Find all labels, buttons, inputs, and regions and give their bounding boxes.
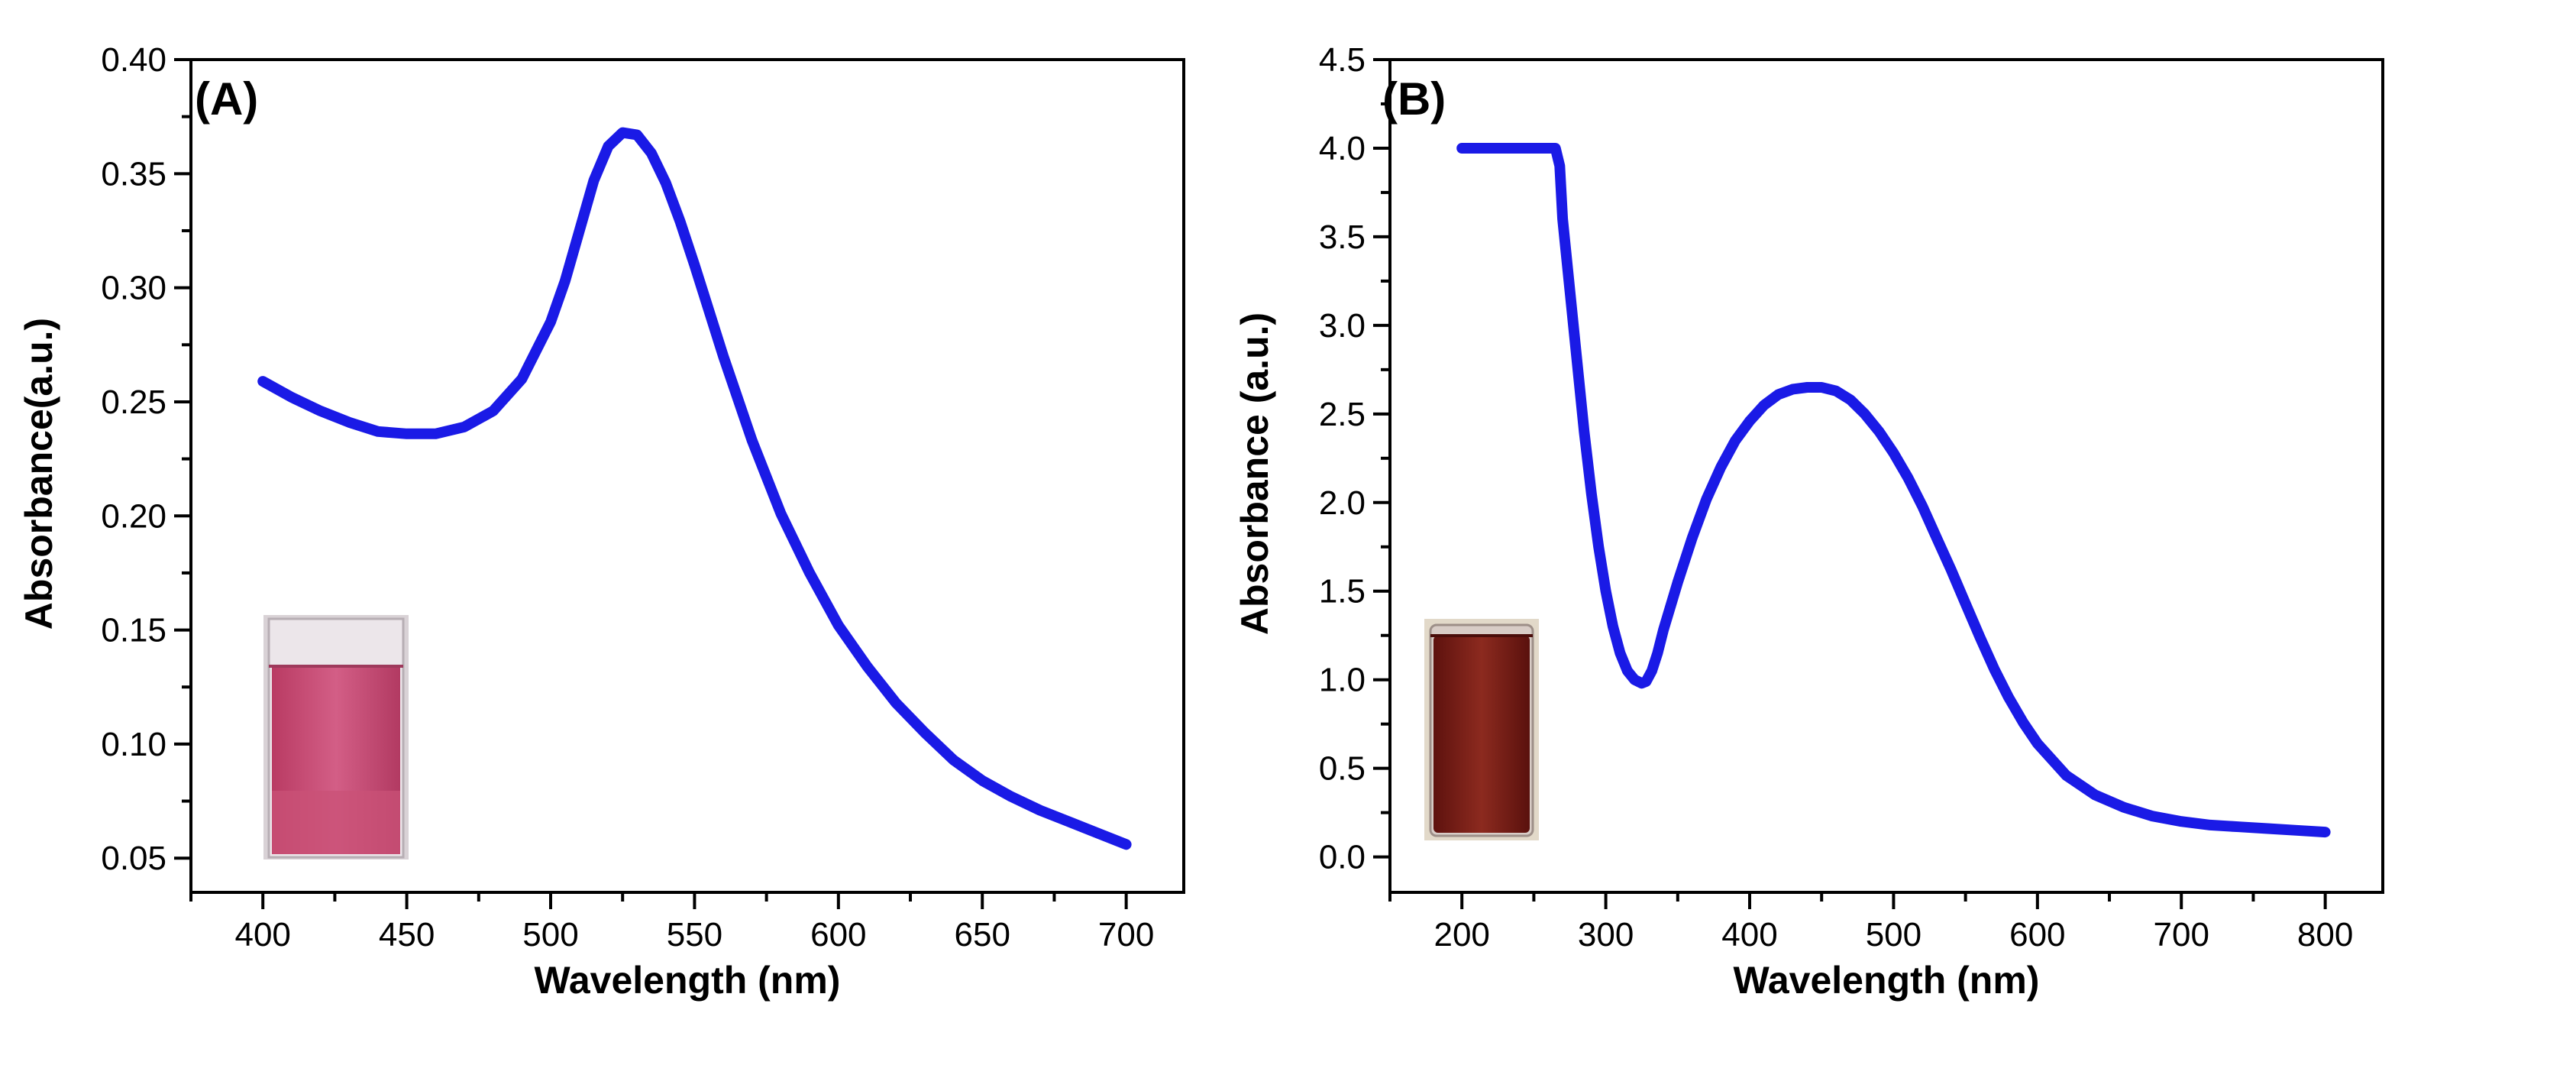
x-tick-label-b-5: 700: [2154, 916, 2209, 953]
vial-lower-band-a: [272, 791, 400, 854]
y-tick-label-a-0: 0.05: [101, 840, 166, 877]
x-tick-label-b-1: 300: [1578, 916, 1634, 953]
y-tick-label-b-0: 0.0: [1319, 839, 1366, 876]
y-tick-label-b-8: 4.0: [1319, 130, 1366, 167]
y-axis-title-b: Absorbance (a.u.): [1233, 312, 1276, 635]
y-tick-label-a-5: 0.30: [101, 270, 166, 307]
vial-liquid-b: [1433, 636, 1530, 833]
x-tick-label-a-6: 700: [1098, 916, 1154, 953]
y-tick-label-b-4: 2.0: [1319, 484, 1366, 522]
series-line-absorbance-a: [257, 127, 1132, 850]
x-tick-label-a-4: 600: [810, 916, 866, 953]
x-tick-label-a-5: 650: [955, 916, 1010, 953]
y-tick-label-a-6: 0.35: [101, 155, 166, 193]
y-tick-label-a-7: 0.40: [101, 41, 166, 79]
plot-frame-b: [1388, 58, 2384, 894]
x-tick-label-a-1: 450: [379, 916, 435, 953]
chart-panel-b: (B) 200 300 400 500 600 700 800 0.0 0.5 1.0 1.5 2.0…: [1233, 41, 2384, 1002]
y-tick-label-b-7: 3.5: [1319, 219, 1366, 256]
y-tick-label-b-9: 4.5: [1319, 41, 1366, 79]
y-tick-label-b-2: 1.0: [1319, 662, 1366, 699]
axes-a: 400 450 500 550 600 650 700 0.05 0.10 0.15 0.20 0.2…: [101, 41, 1154, 953]
x-tick-label-a-2: 500: [522, 916, 578, 953]
y-tick-label-b-3: 1.5: [1319, 573, 1366, 610]
y-tick-label-b-5: 2.5: [1319, 396, 1366, 433]
y-axis-title-a: Absorbance(a.u.): [18, 318, 60, 630]
x-tick-label-b-0: 200: [1433, 916, 1489, 953]
plot-frame-a: [189, 58, 1185, 894]
chart-panel-a: (A) 400 450 500 550 600 650 700 0.05 0.10 0.15 0.2…: [18, 41, 1185, 1002]
x-axis-title-a: Wavelength (nm): [535, 959, 841, 1002]
series-line-absorbance-b: [1456, 143, 2331, 838]
y-tick-label-a-4: 0.25: [101, 384, 166, 421]
x-tick-label-b-4: 600: [2009, 916, 2065, 953]
x-tick-label-a-0: 400: [234, 916, 290, 953]
y-tick-label-a-3: 0.20: [101, 497, 166, 535]
panel-label-b: (B): [1382, 73, 1446, 125]
y-tick-label-b-1: 0.5: [1319, 750, 1366, 788]
panel-label-a: (A): [195, 73, 258, 125]
y-tick-label-a-1: 0.10: [101, 726, 166, 763]
axes-b: 200 300 400 500 600 700 800 0.0 0.5 1.0 1.5 2.0 2.5 3…: [1319, 41, 2354, 953]
inset-photo-b: [1424, 619, 1539, 840]
x-tick-label-b-3: 500: [1866, 916, 1921, 953]
x-tick-label-a-3: 550: [667, 916, 722, 953]
x-tick-label-b-2: 400: [1721, 916, 1777, 953]
y-tick-label-a-2: 0.15: [101, 612, 166, 649]
x-axis-title-b: Wavelength (nm): [1734, 959, 2040, 1002]
y-tick-label-b-6: 3.0: [1319, 307, 1366, 345]
x-tick-label-b-6: 800: [2297, 916, 2353, 953]
inset-photo-a: [263, 615, 409, 860]
